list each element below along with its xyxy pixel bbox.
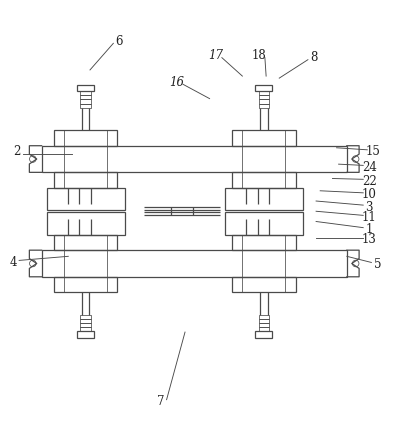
Bar (81, 319, 91, 323)
Text: 7: 7 (157, 395, 164, 408)
Bar (259, 95, 269, 99)
Text: 4: 4 (9, 256, 17, 269)
Text: 24: 24 (362, 161, 377, 174)
Bar (54, 277, 118, 292)
Bar (54, 130, 118, 146)
Bar (81, 99, 91, 104)
Text: 16: 16 (169, 76, 184, 89)
Text: 1: 1 (366, 223, 373, 236)
Bar (232, 130, 296, 146)
Bar (259, 327, 269, 331)
Bar (232, 277, 296, 292)
Bar (81, 91, 91, 95)
Bar (259, 99, 269, 104)
Text: 8: 8 (310, 51, 318, 64)
Text: 17: 17 (208, 49, 223, 62)
Bar (81, 327, 91, 331)
Text: 6: 6 (116, 35, 123, 48)
Bar (81, 315, 91, 319)
Bar (77, 331, 94, 338)
Text: 2: 2 (14, 145, 21, 158)
Text: 18: 18 (252, 49, 266, 62)
Bar (77, 85, 94, 91)
Bar (46, 188, 125, 210)
Bar (225, 188, 303, 210)
Bar (255, 85, 272, 91)
Text: 11: 11 (362, 211, 377, 224)
Bar (259, 104, 269, 108)
Bar (81, 95, 91, 99)
Text: 5: 5 (374, 258, 381, 271)
Bar (259, 315, 269, 319)
Text: 22: 22 (362, 175, 377, 188)
Bar (232, 235, 296, 250)
Text: 15: 15 (366, 145, 381, 158)
Bar (54, 172, 118, 188)
Bar (259, 319, 269, 323)
Bar (42, 146, 347, 172)
Bar (255, 331, 272, 338)
Bar (46, 212, 125, 235)
Text: 10: 10 (362, 188, 377, 202)
Bar (259, 91, 269, 95)
Bar (54, 235, 118, 250)
Text: 3: 3 (366, 201, 373, 214)
Bar (81, 104, 91, 108)
Text: 13: 13 (362, 233, 377, 246)
Bar (42, 250, 347, 277)
Bar (259, 323, 269, 327)
Bar (225, 212, 303, 235)
Bar (81, 323, 91, 327)
Bar (232, 172, 296, 188)
